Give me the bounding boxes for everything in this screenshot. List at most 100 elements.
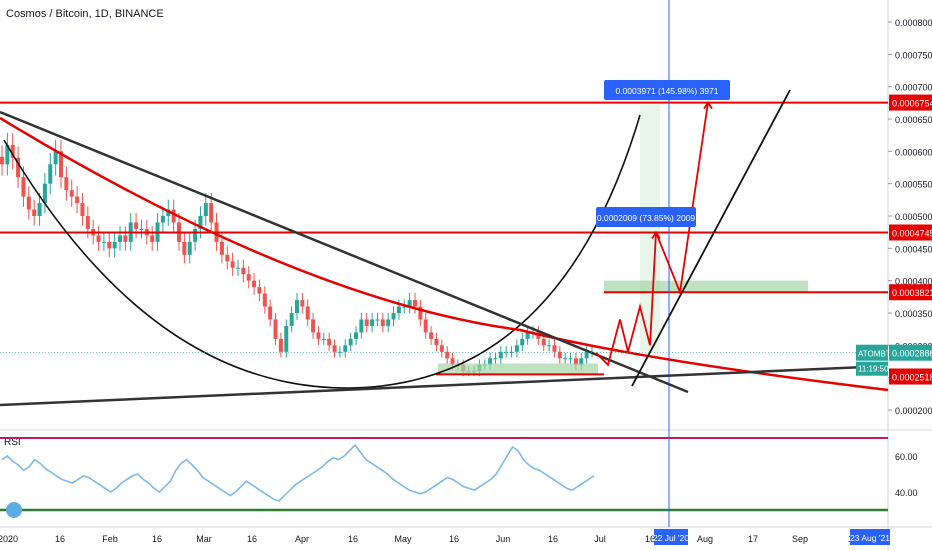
candle-body [514, 345, 519, 352]
candle-body [391, 313, 396, 320]
candle [429, 326, 434, 345]
candle-body [364, 319, 369, 326]
candle-body [69, 190, 74, 197]
candle [300, 292, 305, 314]
time-tick-label: Sep [792, 534, 808, 544]
candle [42, 172, 47, 214]
descending-curve [0, 116, 889, 392]
candle-body [557, 351, 562, 359]
candle [305, 299, 310, 327]
candle [160, 206, 165, 232]
candle [241, 259, 246, 283]
price-level-tag [889, 284, 932, 301]
candle-body [10, 144, 15, 158]
candle [359, 312, 364, 339]
time-tick-label: May [394, 534, 412, 544]
candle [316, 326, 321, 345]
parabolic-curve [3, 114, 641, 389]
time-tick-label: 16 [449, 534, 459, 544]
candle [236, 259, 240, 276]
candle [203, 192, 208, 226]
current-price-tag-label: 0.0002886 [892, 349, 932, 359]
candle [289, 306, 294, 333]
candle-body [493, 358, 498, 360]
logo-icon [6, 502, 22, 518]
candle-body [150, 235, 155, 242]
candle [69, 179, 74, 207]
candle [257, 279, 262, 301]
symbol-tag-label: ATOMBTC [858, 350, 897, 359]
candle [423, 312, 428, 339]
candle-body [257, 287, 262, 294]
candle-body [359, 319, 364, 333]
candle-body [112, 241, 117, 249]
rsi-panel [0, 437, 888, 512]
candle-body [450, 358, 455, 365]
chart-title: Cosmos / Bitcoin, 1D, BINANCE [6, 8, 164, 20]
time-tick-label: 17 [748, 534, 758, 544]
time-tick-label: 16 [348, 534, 358, 544]
time-tick-label: 16 [55, 534, 65, 544]
candle-body [101, 241, 106, 243]
candle-body [182, 241, 187, 255]
time-tick-label: Aug [697, 534, 713, 544]
candle-body [53, 151, 58, 165]
candle [53, 139, 58, 176]
time-tick-label: Mar [196, 534, 212, 544]
time-tick-label: 16 [152, 534, 162, 544]
descending-trendline [0, 110, 689, 394]
candle-body [160, 216, 165, 223]
candle [332, 339, 337, 358]
candle-body [429, 332, 434, 339]
candle-body [5, 144, 10, 165]
candle [37, 192, 42, 226]
candle [268, 299, 273, 327]
candle [209, 192, 214, 232]
candle-body [520, 338, 525, 346]
candle [380, 312, 385, 333]
candle [150, 226, 155, 251]
candle-body [16, 157, 21, 178]
candle [107, 232, 112, 258]
arrowhead [651, 230, 661, 239]
time-tick-label: 2020 [0, 534, 18, 544]
candle-body [327, 338, 332, 346]
candle-body [418, 306, 423, 320]
candle [139, 219, 144, 239]
candle [493, 352, 498, 364]
candle [311, 312, 316, 339]
candle [370, 312, 375, 333]
candle [284, 319, 289, 358]
candle [262, 286, 267, 314]
candle-body [375, 319, 380, 321]
candle [413, 292, 417, 314]
time-tick-label: 16 [247, 534, 257, 544]
candle-body [343, 345, 348, 352]
time-tick-label: Jul [594, 534, 606, 544]
candle [118, 226, 122, 251]
countdown-tag [856, 361, 888, 376]
candle [354, 326, 358, 345]
candle-body [402, 306, 407, 308]
candle [75, 186, 80, 214]
candle-body [230, 261, 235, 268]
arrowhead [703, 100, 713, 110]
candle [80, 192, 85, 226]
candle-body [278, 338, 283, 352]
candle-body [439, 345, 444, 352]
candle-body [563, 358, 568, 360]
measure-label-box [604, 80, 730, 100]
candle [295, 292, 299, 320]
candle-body [284, 325, 289, 352]
candle-body [42, 183, 47, 204]
candle [123, 226, 128, 251]
measure-label-text: 0.0002009 (73.85%) 2009 [597, 213, 696, 223]
candle-body [316, 332, 321, 339]
candle-body [75, 196, 80, 204]
candle-body [80, 203, 85, 216]
